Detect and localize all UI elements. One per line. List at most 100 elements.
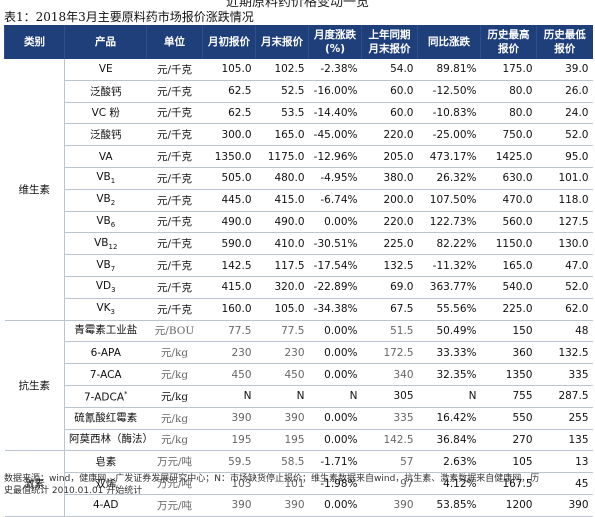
monthly-change-cell: -6.74% [308,189,362,212]
unit-cell: 元/千克 [146,59,203,81]
end-price-cell: 105.0 [255,298,309,321]
last-year-price-cell: 69.0 [361,276,418,299]
product-cell: VK3 [64,298,147,321]
unit-cell: 元/千克 [146,232,203,256]
yoy-change-cell: 50.49% [417,320,481,343]
table-caption: 表1：2018年3月主要原料药市场报价涨跌情况 [4,10,254,24]
last-year-price-cell: 200.0 [361,189,418,212]
end-price-cell: 77.5 [255,320,309,343]
start-price-cell: 59.5 [202,450,256,474]
monthly-change-cell: -16.00% [308,80,362,103]
historic-high-cell: 1200 [480,494,537,517]
column-header: 产品 [64,25,147,59]
historic-low-cell: 45 [536,472,593,495]
last-year-price-cell: 220.0 [361,211,418,234]
end-price-cell: 117.5 [255,254,309,277]
monthly-change-cell: -30.51% [308,232,362,256]
start-price-cell: 490.0 [202,211,256,234]
product-cell: VB2 [64,189,147,212]
product-cell: VA [64,145,147,168]
historic-high-cell: 150 [480,320,537,343]
start-price-cell: 62.5 [202,80,256,103]
column-header: 月初报价 [202,25,256,59]
column-header: 单位 [146,25,203,59]
monthly-change-cell: 0.00% [308,494,362,517]
table-row: VB12 元/千克 590.0 410.0 -30.51% 225.0 82.22% 1150… [5,232,593,256]
historic-low-cell: 26.0 [536,80,593,103]
last-year-price-cell: 97 [361,472,418,495]
historic-low-cell: 127.5 [536,211,593,234]
start-price-cell: 105.0 [202,59,256,81]
start-price-cell: 62.5 [202,102,256,125]
unit-cell: 元/kg [146,407,203,430]
last-year-price-cell: 60.0 [361,102,418,125]
column-header: 历史最低 报价 [536,25,593,59]
unit-cell: 元/千克 [146,298,203,321]
column-header: 月度涨跌 (%) [308,25,362,59]
end-price-cell: 230 [255,341,309,365]
historic-high-cell: 225.0 [480,298,537,321]
historic-low-cell: 118.0 [536,189,593,212]
table-row: VA 元/千克 1350.0 1175.0 -12.96% 205.0 473.17% 142… [5,145,593,168]
yoy-change-cell: 16.42% [417,407,481,430]
monthly-change-cell: -1.98% [308,472,362,495]
end-price-cell: 58.5 [255,450,309,474]
monthly-change-cell: -17.54% [308,254,362,277]
yoy-change-cell: 53.85% [417,494,481,517]
historic-high-cell: 80.0 [480,80,537,103]
last-year-price-cell: 57 [361,450,418,474]
end-price-cell: 490.0 [255,211,309,234]
start-price-cell: 415.0 [202,276,256,299]
table-row: 硫氰酸红霉素 元/kg 390 390 0.00% 335 16.42% 550 255 [5,407,593,430]
unit-cell: 元/BOU [146,320,203,343]
end-price-cell: 102.5 [255,59,309,81]
yoy-change-cell: 89.81% [417,59,481,81]
start-price-cell: 230 [202,341,256,365]
historic-low-cell: 48 [536,320,593,343]
end-price-cell: 415.0 [255,189,309,212]
start-price-cell: 142.5 [202,254,256,277]
monthly-change-cell: -34.38% [308,298,362,321]
monthly-change-cell: 0.00% [308,363,362,386]
unit-cell: 元/千克 [146,211,203,234]
historic-low-cell: 390 [536,494,593,517]
historic-low-cell: 101.0 [536,167,593,190]
unit-cell: 元/千克 [146,80,203,103]
historic-high-cell: 540.0 [480,276,537,299]
unit-cell: 元/千克 [146,102,203,125]
product-cell: VD3 [64,276,147,299]
yoy-change-cell: 107.50% [417,189,481,212]
table-row: VK3 元/千克 160.0 105.0 -34.38% 67.5 55.56% 225.0 6… [5,298,593,321]
last-year-price-cell: 380.0 [361,167,418,190]
unit-cell: 元/千克 [146,167,203,190]
end-price-cell: 195 [255,429,309,452]
unit-cell: 元/千克 [146,123,203,147]
column-header: 历史最高 报价 [480,25,537,59]
start-price-cell: 195 [202,429,256,452]
table-row: 泛酸钙 元/千克 62.5 52.5 -16.00% 60.0 -12.50% 80.0 26.… [5,80,593,103]
unit-cell: 元/千克 [146,276,203,299]
historic-low-cell: 47.0 [536,254,593,277]
header-row: 类别 产品 单位 月初报价 月末报价 月度涨跌 (%) 上年同期 月末报价 同比涨跌 历史最高 报价历… [4,25,593,59]
yoy-change-cell: 55.56% [417,298,481,321]
yoy-change-cell: -11.32% [417,254,481,277]
table-row: VB1 元/千克 505.0 480.0 -4.95% 380.0 26.32% 630.0 1… [5,167,593,190]
table-row: VC 粉元/千克 62.5 53.5 -14.40% 60.0 -10.83% 80.0 24… [5,102,593,125]
last-year-price-cell: 335 [361,407,418,430]
product-cell: VB1 [64,167,147,190]
end-price-cell: 52.5 [255,80,309,103]
historic-low-cell: 13 [536,450,593,474]
product-cell: 双烯 [64,472,147,495]
historic-low-cell: 130.0 [536,232,593,256]
table-body: 维生素 VE 元/千克 105.0 102.5 -2.38% 54.0 89.81% 175.0… [4,59,593,517]
yoy-change-cell: 36.84% [417,429,481,452]
historic-high-cell: 360 [480,341,537,365]
yoy-change-cell: -25.00% [417,123,481,147]
table-row: 4-AD 万元/吨 390 390 0.00% 390 53.85% 1200 390 [5,494,593,517]
start-price-cell: 300.0 [202,123,256,147]
product-cell: 皂素 [64,450,147,474]
table-row: 泛酸钙 元/千克 300.0 165.0 -45.00% 220.0 -25.00% 750.… [5,123,593,147]
start-price-cell: 505.0 [202,167,256,190]
historic-high-cell: 175.0 [480,59,537,81]
historic-low-cell: 135 [536,429,593,452]
